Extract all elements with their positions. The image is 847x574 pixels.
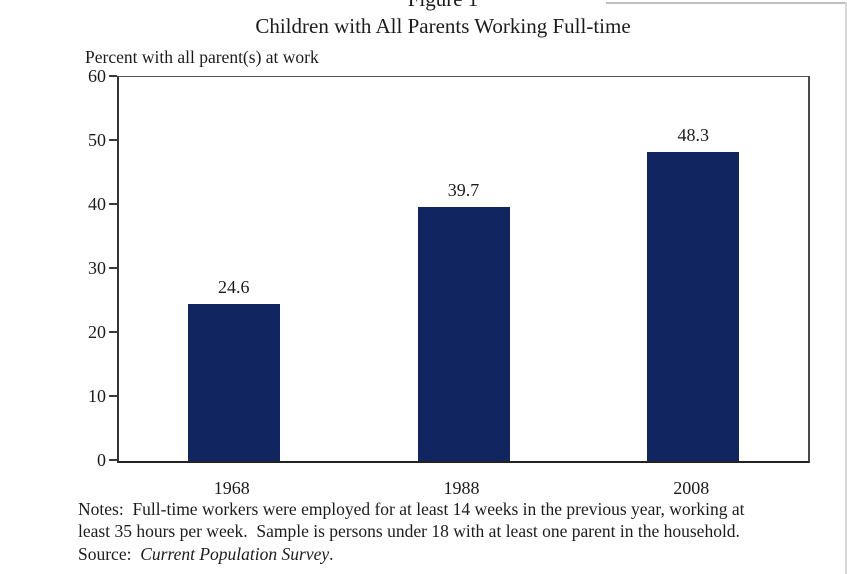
chart-title: Children with All Parents Working Full-t… — [255, 14, 631, 38]
source-line: Source: Current Population Survey. — [78, 543, 798, 565]
y-tick-mark — [109, 395, 117, 397]
y-tick-label-0: 0 — [97, 450, 106, 470]
x-axis-labels: 1968 1988 2008 — [117, 477, 806, 501]
y-tick-label-60: 60 — [88, 66, 106, 86]
notes-line-2: least 35 hours per week. Sample is perso… — [78, 521, 740, 542]
y-tick-label-10: 10 — [88, 386, 106, 406]
bar-value-label-2008: 48.3 — [677, 124, 709, 145]
scan-artifact-line-right — [845, 2, 847, 574]
x-tick-label-2008: 2008 — [673, 478, 710, 498]
y-tick-mark — [109, 331, 117, 333]
plot-area: 24.6 39.7 48.3 — [117, 76, 810, 463]
source-prefix: Source: — [78, 543, 141, 564]
x-tick-label-1988: 1988 — [443, 478, 480, 498]
bar-1988 — [417, 206, 510, 461]
scan-artifact-line-top — [606, 2, 847, 4]
y-tick-label-40: 40 — [88, 194, 106, 214]
bar-value-label-1968: 24.6 — [218, 276, 250, 297]
y-tick-mark — [109, 203, 117, 205]
bar-1968 — [187, 303, 280, 461]
y-tick-label-30: 30 — [88, 258, 106, 278]
bar-2008 — [647, 151, 740, 461]
y-tick-mark — [109, 75, 117, 77]
bar-value-label-1988: 39.7 — [447, 179, 480, 200]
y-tick-mark — [109, 139, 117, 141]
y-tick-label-50: 50 — [88, 130, 106, 150]
y-tick-mark — [109, 459, 117, 461]
x-tick-label-1968: 1968 — [213, 478, 250, 498]
source-suffix: . — [329, 543, 334, 564]
y-tick-label-20: 20 — [88, 322, 106, 342]
notes-block: Notes: Full-time workers were employed f… — [78, 498, 798, 565]
y-axis-title: Percent with all parent(s) at work — [85, 47, 319, 67]
notes-line-1: Notes: Full-time workers were employed f… — [78, 499, 745, 519]
y-axis: 0 10 20 30 40 50 60 — [0, 0, 117, 574]
y-tick-mark — [109, 267, 117, 269]
source-title: Current Population Survey — [140, 543, 330, 564]
figure-label: Figure 1 — [40, 0, 846, 11]
